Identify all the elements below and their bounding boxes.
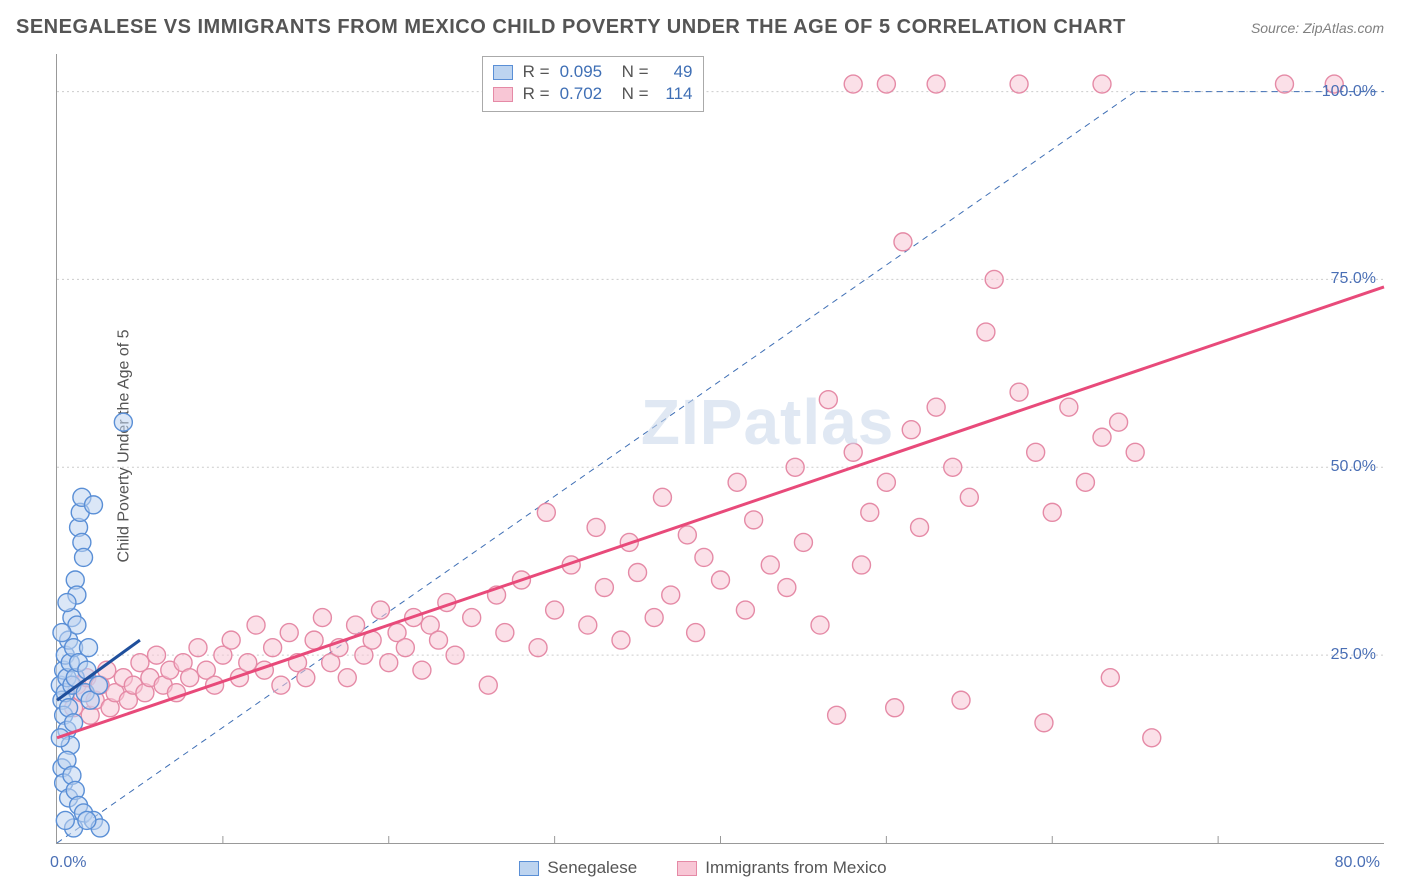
legend-row: R = 0.702 N = 114 xyxy=(493,83,693,105)
y-tick-100: 100.0% xyxy=(1322,83,1376,101)
source-credit: Source: ZipAtlas.com xyxy=(1251,20,1384,36)
n-value: 49 xyxy=(659,62,693,82)
r-label: R = xyxy=(523,62,550,82)
chart-area: ZIPatlas R =0.095N =49R =0.702N =114 25.… xyxy=(56,54,1384,844)
correlation-legend: R = 0.095 N = 49 R = 0.702 N = 114 xyxy=(482,56,704,112)
legend-swatch-mexico xyxy=(677,861,697,876)
legend-label-mexico: Immigrants from Mexico xyxy=(705,858,886,878)
legend-item-mexico: Immigrants from Mexico xyxy=(677,858,886,878)
y-tick-75: 75.0% xyxy=(1331,270,1376,288)
n-value: 114 xyxy=(659,84,693,104)
legend-row: R = 0.095 N = 49 xyxy=(493,61,693,83)
legend-label-senegalese: Senegalese xyxy=(547,858,637,878)
n-label: N = xyxy=(622,84,649,104)
y-tick-50: 50.0% xyxy=(1331,458,1376,476)
y-tick-25: 25.0% xyxy=(1331,646,1376,664)
r-value: 0.095 xyxy=(560,62,612,82)
series-legend: Senegalese Immigrants from Mexico xyxy=(0,858,1406,878)
legend-swatch xyxy=(493,65,513,80)
legend-swatch xyxy=(493,87,513,102)
n-label: N = xyxy=(622,62,649,82)
legend-item-senegalese: Senegalese xyxy=(519,858,637,878)
chart-title: SENEGALESE VS IMMIGRANTS FROM MEXICO CHI… xyxy=(16,16,1126,39)
legend-swatch-senegalese xyxy=(519,861,539,876)
plot-svg xyxy=(57,54,1384,843)
r-value: 0.702 xyxy=(560,84,612,104)
r-label: R = xyxy=(523,84,550,104)
